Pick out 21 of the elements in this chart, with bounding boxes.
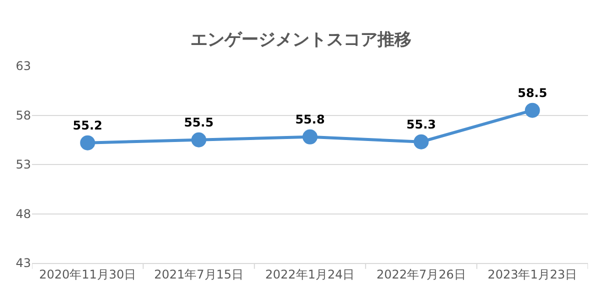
data-label: 58.5 [518,86,548,100]
y-tick-label: 53 [16,158,31,172]
data-label: 55.5 [184,116,214,130]
x-tick-label: 2022年7月26日 [376,267,466,282]
data-label: 55.2 [72,118,102,132]
x-tick-label: 2020年11月30日 [39,267,136,282]
x-tick-label: 2023年1月23日 [488,267,578,282]
x-tick-label: 2021年7月15日 [154,267,244,282]
point [524,102,540,118]
x-tick-label: 2022年1月24日 [265,267,355,282]
point [191,132,206,148]
point [414,134,429,150]
y-tick-label: 63 [16,59,31,74]
point [80,135,96,150]
data-label: 55.8 [295,112,325,127]
y-tick-label: 43 [16,256,31,270]
point [302,129,318,144]
y-tick-label: 48 [16,206,31,221]
chart-title: エンゲージメントスコア推移 [190,30,412,50]
y-tick-label: 58 [16,108,31,122]
data-label: 55.3 [406,117,436,132]
